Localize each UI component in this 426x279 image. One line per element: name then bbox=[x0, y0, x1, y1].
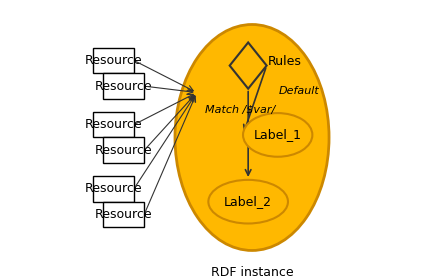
FancyBboxPatch shape bbox=[92, 48, 134, 73]
FancyBboxPatch shape bbox=[103, 73, 144, 99]
Text: Resource: Resource bbox=[95, 208, 152, 221]
Text: Resource: Resource bbox=[84, 118, 142, 131]
FancyBboxPatch shape bbox=[92, 176, 134, 202]
FancyBboxPatch shape bbox=[103, 138, 144, 163]
Ellipse shape bbox=[208, 180, 287, 223]
Text: RDF instance: RDF instance bbox=[210, 266, 293, 279]
Text: Label_1: Label_1 bbox=[253, 128, 301, 141]
Ellipse shape bbox=[242, 113, 312, 157]
Text: Resource: Resource bbox=[84, 54, 142, 67]
FancyBboxPatch shape bbox=[103, 202, 144, 227]
Text: Label_2: Label_2 bbox=[224, 195, 271, 208]
Text: Match /$var/: Match /$var/ bbox=[204, 104, 274, 114]
FancyBboxPatch shape bbox=[92, 112, 134, 138]
Text: Rules: Rules bbox=[267, 55, 301, 68]
Text: Resource: Resource bbox=[95, 144, 152, 157]
Text: Resource: Resource bbox=[84, 182, 142, 195]
Polygon shape bbox=[229, 42, 266, 89]
Ellipse shape bbox=[175, 25, 328, 251]
Text: Resource: Resource bbox=[95, 80, 152, 93]
Text: Default: Default bbox=[278, 86, 319, 96]
